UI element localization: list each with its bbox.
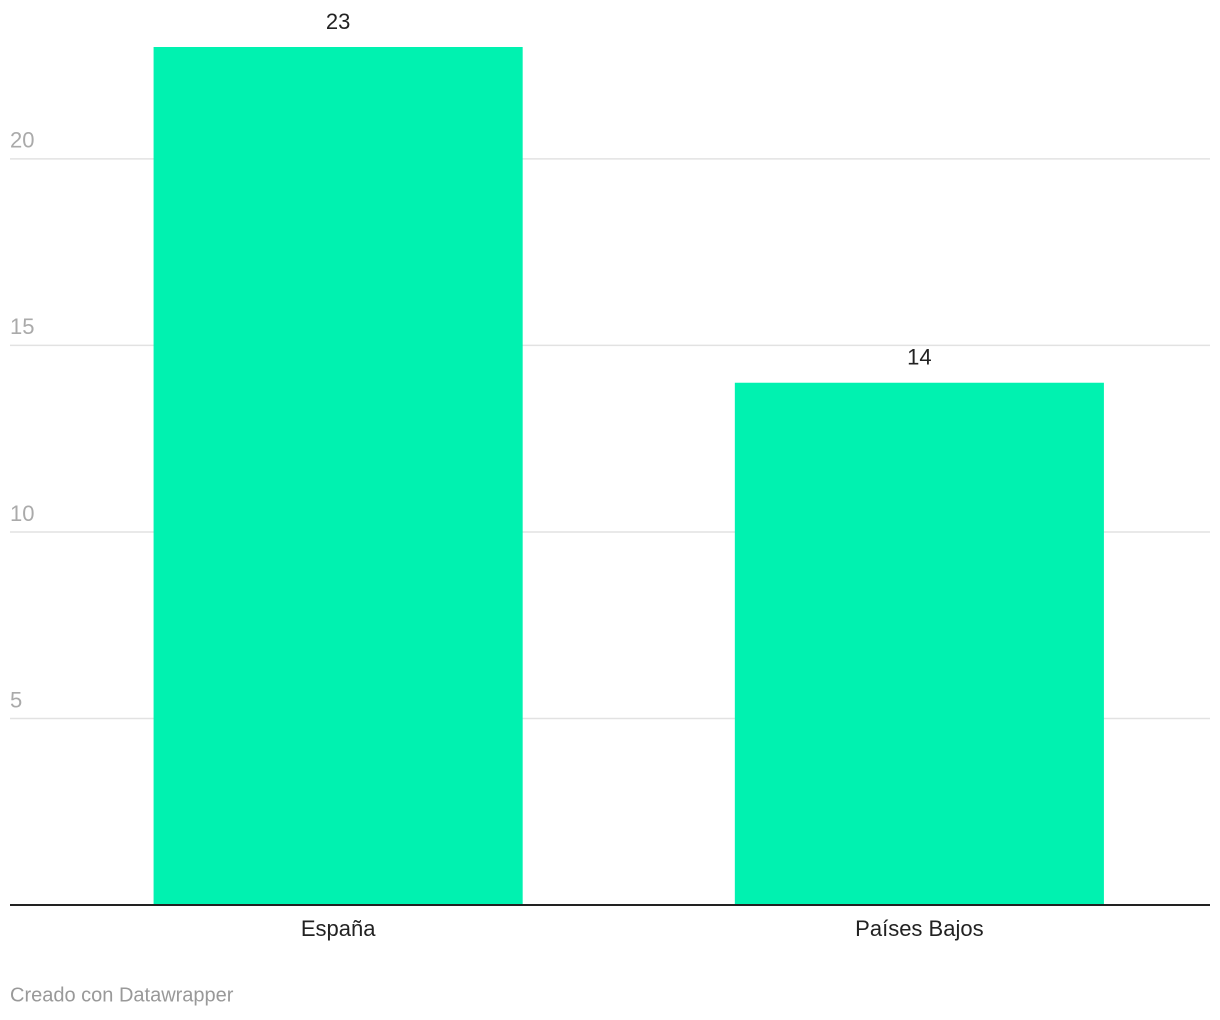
y-tick-label: 5 — [10, 687, 22, 712]
bar — [153, 47, 523, 905]
y-tick-label: 20 — [10, 128, 34, 153]
value-label: 14 — [907, 345, 931, 370]
bar — [734, 382, 1104, 905]
y-tick-label: 15 — [10, 314, 34, 339]
x-tick-label: España — [301, 916, 376, 941]
x-tick-label: Países Bajos — [855, 916, 983, 941]
credit: Creado con Datawrapper — [10, 984, 234, 1006]
y-tick-label: 10 — [10, 501, 34, 526]
value-label: 23 — [326, 9, 350, 34]
